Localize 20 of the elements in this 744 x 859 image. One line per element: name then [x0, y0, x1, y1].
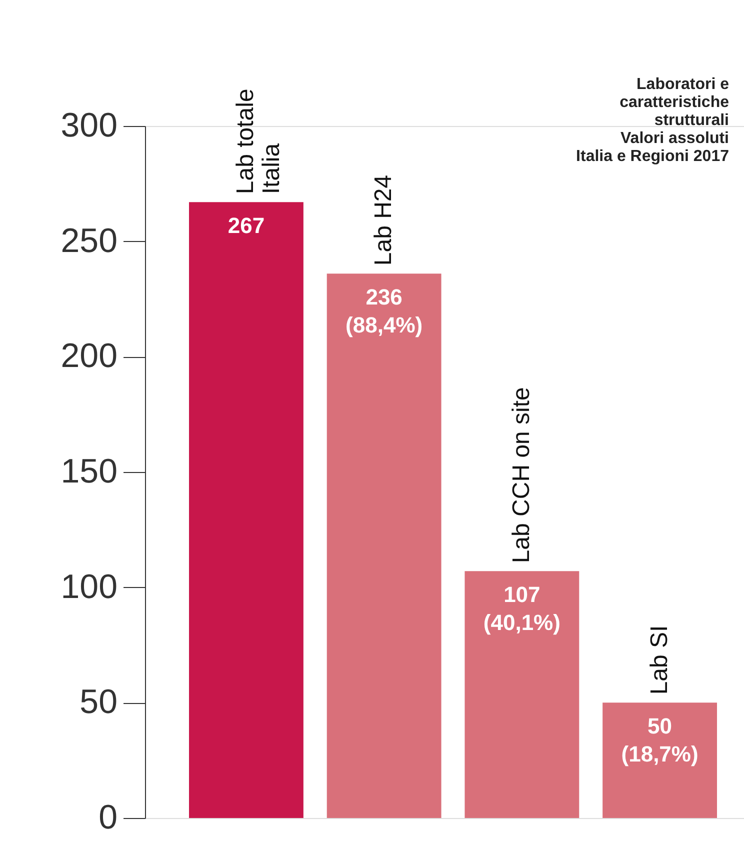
x-tick-label: Lab H24: [370, 174, 398, 266]
data-label: 107 (40,1%): [483, 582, 560, 636]
y-tick-label: 0: [98, 798, 118, 836]
bar: [602, 702, 717, 818]
y-tick-label: 100: [60, 568, 118, 606]
data-label: 236 (88,4%): [346, 284, 423, 338]
data-label: 50 (18,7%): [621, 714, 698, 767]
x-tick-label: Lab CCH on site: [508, 387, 535, 564]
x-tick-label: Lab SI: [646, 625, 673, 695]
y-tick-label: 300: [60, 106, 118, 144]
y-tick-label: 250: [60, 222, 118, 260]
x-tick-label: Lab totale Italia: [232, 88, 286, 194]
bar: [464, 571, 580, 818]
bar: [189, 202, 304, 818]
y-tick-label: 150: [60, 452, 118, 490]
y-tick-label: 50: [80, 683, 118, 722]
data-label: 267: [228, 213, 265, 238]
y-tick-label: 200: [60, 337, 118, 376]
chart-title: Laboratori e caratteristiche strutturali Valori assoluti Italia e Regioni 2017: [576, 76, 730, 165]
bar: [326, 274, 442, 818]
